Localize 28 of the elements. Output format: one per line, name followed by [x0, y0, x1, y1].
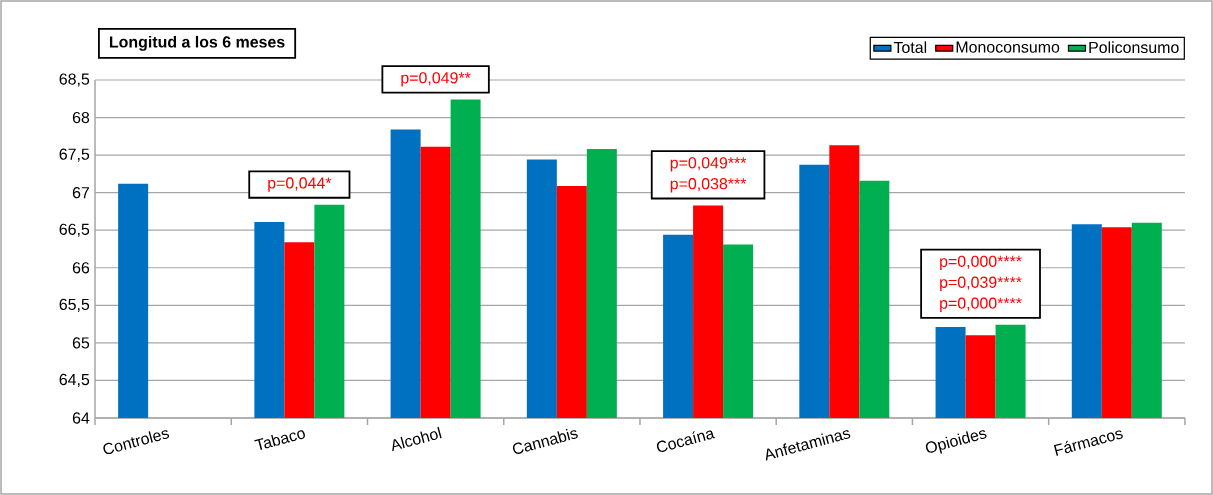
annotation: p=0,049** [401, 72, 471, 87]
x-tick-label: Alcohol [392, 426, 442, 452]
y-tick-label: 68 [72, 111, 90, 124]
annotation: p=0,000**** [940, 255, 1022, 271]
y-tick-label: 66,5 [59, 223, 90, 237]
annotation: p=0,049*** [670, 157, 747, 172]
y-tick-label: 65,5 [59, 298, 90, 312]
x-tick-label: Opioides [925, 430, 987, 454]
annotation: p=0,044* [268, 177, 332, 192]
legend-label: Monoconsumo [956, 41, 1060, 53]
y-tick-label: 64 [72, 412, 90, 424]
x-tick-label: Cocaína [656, 430, 716, 453]
y-tick-label: 67,5 [59, 148, 90, 162]
chart-title: Longitud a los 6 meses [109, 35, 285, 51]
legend-label: Total [893, 41, 927, 54]
y-tick-label: 67 [72, 187, 90, 199]
annotation: p=0,038*** [670, 178, 747, 193]
x-tick-label: Fármacos [1053, 430, 1123, 456]
x-tick-label: Tabaco [254, 430, 305, 450]
y-tick-label: 66 [72, 262, 90, 274]
x-tick-label: Cannabis [512, 428, 578, 454]
annotation: p=0,000**** [940, 297, 1022, 312]
annotation: p=0,039**** [940, 276, 1022, 292]
y-tick-label: 64,5 [59, 373, 90, 388]
legend-label: Policonsumo [1089, 41, 1179, 54]
y-tick-label: 65 [72, 337, 90, 349]
x-tick-label: Controles [103, 430, 170, 455]
y-tick-label: 68,5 [59, 73, 90, 87]
